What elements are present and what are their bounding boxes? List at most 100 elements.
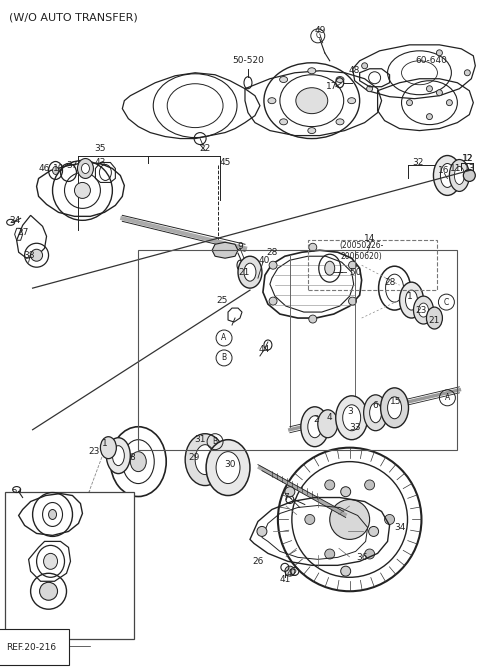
Text: (W/O AUTO TRANSFER): (W/O AUTO TRANSFER) (9, 13, 137, 23)
Ellipse shape (325, 261, 335, 275)
Text: 49: 49 (314, 26, 325, 36)
Text: B: B (213, 438, 217, 446)
Text: 23: 23 (89, 447, 100, 456)
Ellipse shape (387, 397, 402, 419)
Text: C: C (315, 31, 320, 40)
Ellipse shape (348, 297, 357, 305)
Ellipse shape (426, 86, 432, 92)
Text: 34: 34 (394, 523, 405, 532)
Text: 27: 27 (17, 228, 28, 237)
Ellipse shape (365, 480, 374, 490)
Text: 8: 8 (130, 453, 135, 462)
Ellipse shape (77, 159, 94, 178)
Ellipse shape (384, 515, 395, 525)
Ellipse shape (455, 166, 464, 184)
Text: 6: 6 (373, 401, 379, 410)
Text: (20050226-: (20050226- (339, 241, 384, 250)
Text: 50-520: 50-520 (232, 56, 264, 65)
Text: 37: 37 (67, 161, 78, 170)
Ellipse shape (308, 127, 316, 133)
Text: 21: 21 (429, 316, 440, 324)
Text: 26: 26 (252, 557, 264, 566)
Text: 40: 40 (258, 256, 270, 265)
Text: 28: 28 (384, 277, 395, 287)
Ellipse shape (436, 50, 443, 56)
Ellipse shape (341, 486, 351, 496)
Ellipse shape (381, 388, 408, 427)
Text: 20060620): 20060620) (341, 252, 383, 261)
Ellipse shape (343, 405, 360, 431)
Ellipse shape (216, 452, 240, 484)
Text: 42: 42 (286, 569, 298, 578)
Ellipse shape (52, 166, 59, 174)
Ellipse shape (426, 307, 443, 329)
Ellipse shape (130, 452, 146, 472)
Text: 39: 39 (17, 525, 28, 534)
Ellipse shape (341, 566, 351, 576)
Ellipse shape (433, 155, 461, 196)
Ellipse shape (365, 549, 374, 559)
Bar (308, 241, 437, 290)
Ellipse shape (107, 438, 130, 474)
Text: 46: 46 (39, 164, 50, 173)
Ellipse shape (185, 433, 225, 486)
Ellipse shape (206, 440, 250, 496)
Text: 60-640: 60-640 (416, 56, 447, 65)
Ellipse shape (280, 119, 288, 125)
Ellipse shape (31, 249, 43, 261)
Ellipse shape (336, 76, 344, 82)
Text: B: B (221, 354, 227, 362)
Ellipse shape (449, 159, 469, 192)
Text: 41: 41 (279, 575, 290, 584)
Text: 48: 48 (349, 66, 360, 75)
Ellipse shape (367, 86, 372, 92)
Text: 32: 32 (412, 158, 423, 167)
Text: 2: 2 (313, 415, 319, 424)
Ellipse shape (463, 170, 475, 182)
Text: 45: 45 (219, 158, 231, 167)
Text: 44: 44 (258, 346, 270, 354)
Text: 15: 15 (390, 397, 401, 406)
Ellipse shape (39, 582, 58, 600)
Ellipse shape (413, 296, 433, 324)
Ellipse shape (309, 315, 317, 323)
Text: 31: 31 (194, 436, 206, 444)
Ellipse shape (446, 100, 452, 106)
Text: 24: 24 (11, 489, 22, 498)
Ellipse shape (348, 261, 357, 269)
Ellipse shape (399, 282, 423, 318)
Polygon shape (212, 243, 238, 258)
Ellipse shape (269, 297, 277, 305)
Text: 35: 35 (95, 144, 106, 153)
Ellipse shape (112, 446, 124, 466)
Text: 22: 22 (200, 144, 211, 153)
Ellipse shape (268, 98, 276, 104)
Text: 3: 3 (347, 407, 352, 416)
Bar (5, 492, 134, 639)
Text: 43: 43 (95, 158, 106, 167)
Text: 17: 17 (326, 82, 337, 91)
Text: 29: 29 (189, 453, 200, 462)
Text: 33: 33 (349, 423, 360, 432)
Text: 13: 13 (464, 164, 475, 173)
Text: REF.20-216: REF.20-216 (6, 643, 56, 652)
Ellipse shape (195, 445, 215, 474)
Text: 21: 21 (238, 268, 250, 277)
Ellipse shape (369, 527, 379, 537)
Text: 23: 23 (416, 306, 427, 315)
Text: 12: 12 (462, 154, 473, 163)
Text: C: C (444, 297, 449, 307)
Ellipse shape (285, 486, 295, 496)
Ellipse shape (74, 182, 90, 198)
Ellipse shape (407, 100, 412, 106)
Ellipse shape (406, 290, 418, 310)
Ellipse shape (308, 416, 322, 438)
Ellipse shape (361, 63, 368, 69)
Ellipse shape (436, 90, 443, 96)
Ellipse shape (44, 553, 58, 570)
Ellipse shape (280, 76, 288, 82)
Text: A: A (445, 393, 450, 402)
Text: 14: 14 (364, 234, 375, 243)
Ellipse shape (336, 396, 368, 440)
Ellipse shape (285, 566, 295, 576)
